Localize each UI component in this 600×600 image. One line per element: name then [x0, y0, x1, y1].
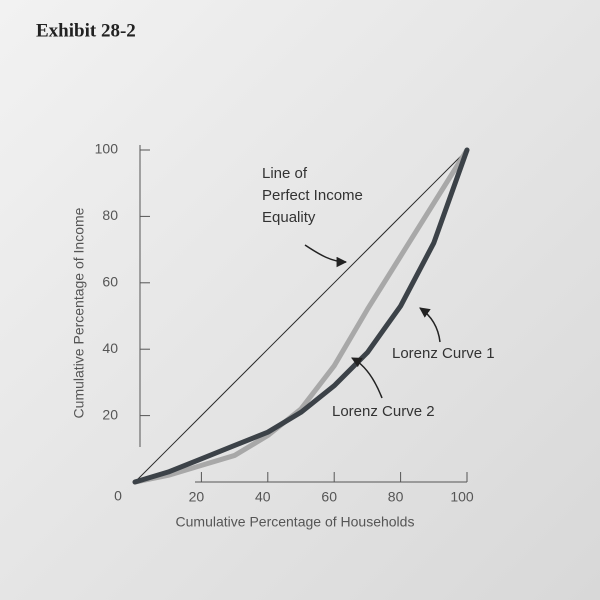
curve-label: Lorenz Curve 2: [332, 403, 435, 420]
curve-label: Lorenz Curve 1: [392, 345, 495, 362]
x-tick-label: 60: [321, 489, 337, 505]
y-axis-label: Cumulative Percentage of Income: [71, 207, 87, 418]
annotation-arrow: [304, 244, 348, 268]
y-tick-label: 60: [102, 274, 118, 290]
annotation-arrow: [419, 307, 441, 343]
x-axis-label: Cumulative Percentage of Households: [176, 514, 415, 530]
y-tick-label: 40: [102, 340, 118, 356]
x-tick-label: 100: [450, 489, 474, 505]
y-tick-label: 20: [102, 406, 118, 422]
equality-label: Perfect Income: [262, 187, 363, 204]
x-tick-label: 80: [388, 489, 404, 505]
series-line: [132, 147, 470, 485]
chart-title: Exhibit 28-2: [36, 20, 136, 41]
x-tick-label: 20: [189, 489, 205, 505]
series-line: [134, 149, 468, 483]
y-tick-label: 100: [95, 141, 119, 157]
y-tick-label: 80: [102, 207, 118, 223]
annotation-arrow: [351, 357, 383, 399]
series-line: [132, 147, 470, 485]
equality-label: Equality: [262, 209, 316, 226]
x-tick-label: 40: [255, 489, 271, 505]
origin-label: 0: [114, 488, 122, 504]
equality-label: Line of: [262, 165, 308, 182]
